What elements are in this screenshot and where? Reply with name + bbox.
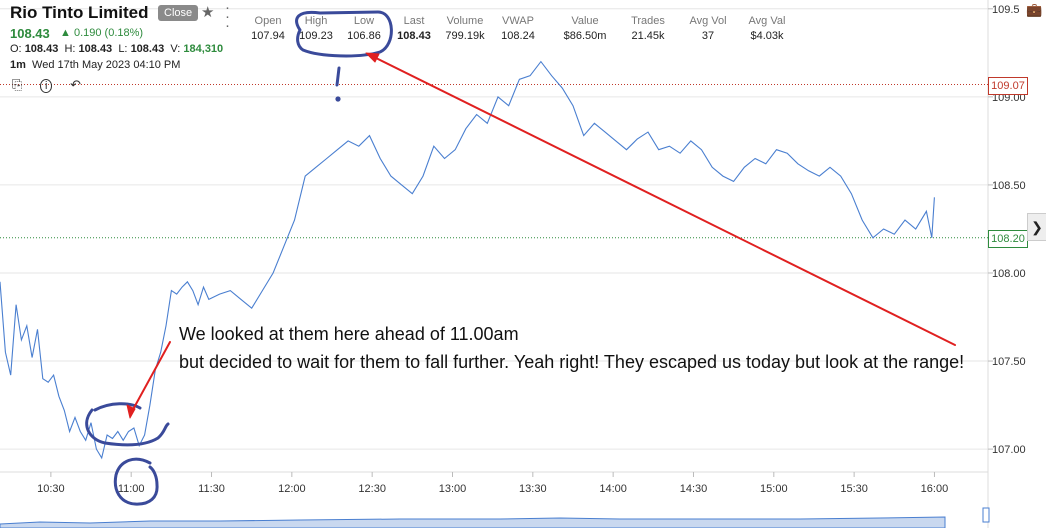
x-tick-label: 14:30 (680, 483, 708, 495)
stat-value: $4.03k (750, 30, 784, 42)
open-value: 108.43 (24, 43, 59, 55)
x-tick-label: 11:00 (118, 483, 145, 495)
exclamation-dot (335, 96, 341, 102)
x-axis-ticks: 10:30 11:00 11:30 12:00 12:30 13:00 13:30 14:00… (37, 472, 948, 495)
interval-datetime: 1m Wed 17th May 2023 04:10 PM (10, 59, 180, 71)
volume-value: 184,310 (183, 43, 224, 55)
x-tick-label: 15:00 (760, 483, 788, 495)
arrow-to-dip (129, 341, 171, 416)
stat-value: 108.24 (501, 30, 535, 42)
price-change: ▲ 0.190 (0.18%) (60, 27, 143, 39)
x-tick-label: 14:00 (599, 483, 627, 495)
stat-vwap: VWAP 108.24 (488, 15, 548, 42)
briefcase-icon[interactable]: 💼 (1026, 2, 1043, 17)
star-icon[interactable]: ★ (201, 4, 215, 21)
y-tick-label: 109.00 (992, 92, 1026, 104)
stat-volume: Volume 799.19k (435, 15, 495, 42)
stat-value: 108.43 (397, 30, 431, 42)
y-tick-label: 108.50 (992, 180, 1026, 192)
volume-area (0, 516, 946, 528)
low-value: 108.43 (130, 43, 165, 55)
x-tick-label: 12:30 (358, 483, 386, 495)
stat-label: Avg Val (748, 15, 786, 27)
info-icon[interactable]: i (40, 79, 53, 93)
stat-open: Open 107.94 (238, 15, 298, 42)
open-label: O: (10, 43, 22, 55)
last-price: 108.43 (10, 26, 50, 41)
chart-toolbar: ⎘ i ↶ (12, 77, 95, 93)
status-badge: Close (158, 5, 199, 21)
stat-label: Open (254, 15, 282, 27)
interval-selector[interactable]: 1m (10, 59, 26, 71)
stat-label: Value (571, 15, 599, 27)
volume-strip (0, 507, 990, 528)
annotation-line-2: but decided to wait for them to fall fur… (179, 352, 965, 372)
stat-trades: Trades 21.45k (618, 15, 678, 42)
y-axis-ticks: 107.00 107.50 108.00 108.50 109.00 109.5 (988, 4, 1026, 456)
y-tick-label: 108.00 (992, 268, 1026, 280)
x-tick-label: 10:30 (37, 483, 65, 495)
stat-label: VWAP (502, 15, 534, 27)
page-title: Rio Tinto Limited (10, 3, 149, 22)
low-label: L: (118, 43, 128, 55)
volume-label: V: (170, 43, 181, 55)
eleven-am-circle (113, 457, 159, 506)
price-change-value: 0.190 (0.18%) (73, 27, 144, 39)
x-tick-label: 16:00 (921, 483, 949, 495)
x-tick-label: 11:30 (198, 483, 225, 495)
low-zone-circle (85, 402, 170, 447)
undo-icon[interactable]: ↶ (70, 77, 82, 92)
stat-last: Last 108.43 (384, 15, 444, 42)
arrow-to-low-head (365, 52, 380, 63)
stat-value: 109.23 (299, 30, 333, 42)
arrow-to-low (369, 54, 956, 346)
save-icon[interactable]: ⎘ (12, 77, 23, 92)
stat-label: Last (403, 15, 425, 27)
price-line (0, 60, 935, 460)
up-triangle-icon: ▲ (60, 27, 71, 39)
stat-value: 106.86 (347, 30, 381, 42)
stat-value: 21.45k (631, 30, 665, 42)
price-tag: 108.20 (988, 229, 1028, 248)
stat-low: Low 106.86 (334, 15, 394, 42)
ohlc-readout: O: 108.43 H: 108.43 L: 108.43 V: 184,310 (10, 43, 223, 55)
stat-label: Avg Vol (689, 15, 727, 27)
stat-value: Value $86.50m (555, 15, 615, 42)
x-tick-label: 13:30 (519, 483, 547, 495)
stat-label: Low (353, 15, 375, 27)
stat-value: $86.50m (563, 30, 607, 42)
x-tick-label: 13:00 (439, 483, 467, 495)
volume-scroll-handle[interactable] (982, 507, 990, 523)
x-tick-label: 15:30 (840, 483, 868, 495)
stat-label: Trades (631, 15, 665, 27)
high-low-circle (295, 10, 393, 58)
y-tick-label: 109.5 (992, 4, 1020, 16)
y-tick-label: 107.50 (992, 356, 1026, 368)
stat-label: High (304, 15, 328, 27)
y-tick-label: 107.00 (992, 444, 1026, 456)
hand-annotations (85, 10, 956, 506)
stat-avg-vol: Avg Vol 37 (678, 15, 738, 42)
stat-high: High 109.23 (286, 15, 346, 42)
arrow-to-dip-head (126, 404, 136, 419)
annotation-line-1: We looked at them here ahead of 11.00am (179, 324, 519, 344)
high-value: 108.43 (78, 43, 113, 55)
stat-value: 799.19k (445, 30, 485, 42)
price-tag: 109.07 (988, 76, 1028, 95)
datetime-text: Wed 17th May 2023 04:10 PM (32, 59, 181, 71)
high-label: H: (64, 43, 76, 55)
exclamation-stroke (335, 66, 341, 87)
stat-label: Volume (446, 15, 484, 27)
stat-avg-val: Avg Val $4.03k (737, 15, 797, 42)
x-tick-label: 12:00 (278, 483, 306, 495)
stat-value: 107.94 (251, 30, 285, 42)
stat-value: 37 (701, 30, 715, 42)
vertical-dots-icon[interactable]: · · · (225, 0, 230, 34)
chevron-right-icon[interactable]: ❯ (1027, 213, 1046, 241)
